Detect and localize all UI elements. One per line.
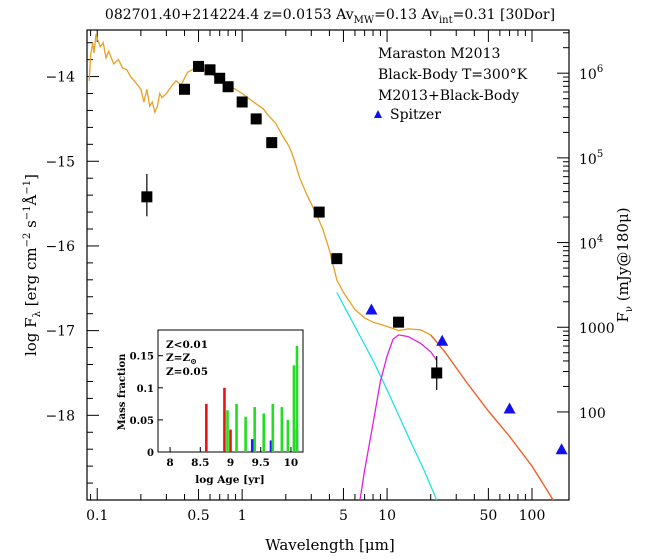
y-axis-label: log Fλ [erg cm−2 s−1Å−1] <box>22 174 43 356</box>
spitzer-point <box>555 443 568 455</box>
x-tick-label: 0.1 <box>86 508 108 524</box>
y2-tick-label: 1000 <box>579 321 615 337</box>
spitzer-point <box>365 303 378 315</box>
legend-spitzer-triangle-icon <box>374 110 382 118</box>
y2-tick-label: 105 <box>579 149 603 168</box>
y2-tick-label: 104 <box>579 234 603 253</box>
series-line <box>336 292 438 501</box>
inset-ticks: 8 8.5 9 9.5 10 0 0.05 0.1 0.15 <box>130 352 299 469</box>
photometry-point <box>331 253 343 265</box>
x-tick-label: 100 <box>519 508 546 524</box>
inset-y-tick-label: 0.05 <box>130 416 154 427</box>
inset-x-tick-label: 9.5 <box>252 457 270 469</box>
inset-bars <box>205 346 299 452</box>
legend: Maraston M2013 Black-Body T=300°K M2013+… <box>374 46 528 123</box>
main-series <box>88 34 568 501</box>
photometry-point <box>313 206 325 218</box>
spitzer-point <box>436 334 449 346</box>
y2-tick-label: 100 <box>579 406 606 422</box>
inset-x-label: log Age [yr] <box>195 474 264 486</box>
photometry-point <box>193 60 205 72</box>
photometry-point <box>178 83 190 95</box>
inset-histogram: 8 8.5 9 9.5 10 0 0.05 0.1 0.15 log Age [yr] Mass… <box>112 325 308 489</box>
photometry-point <box>236 96 248 108</box>
x-tick-label: 5 <box>339 508 348 524</box>
series-line <box>359 334 438 501</box>
photometry-point <box>222 81 234 93</box>
photometry-point <box>214 72 226 84</box>
y-tick-label: −14 <box>45 70 75 86</box>
inset-x-tick-label: 9 <box>227 457 234 469</box>
y-tick-label: −15 <box>45 154 75 170</box>
x-tick-label: 50 <box>479 508 497 524</box>
legend-label-combined: M2013+Black-Body <box>378 88 519 104</box>
legend-label-blackbody: Black-Body T=300°K <box>378 67 528 83</box>
legend-label-maraston: Maraston M2013 <box>378 46 500 62</box>
y-tick-label: −16 <box>45 239 75 255</box>
inset-x-tick-label: 10 <box>284 457 299 469</box>
photometry-point <box>204 64 216 76</box>
spitzer-point <box>503 402 516 414</box>
inset-y-tick-label: 0.15 <box>130 352 154 363</box>
x-tick-label: 0.5 <box>187 508 209 524</box>
inset-legend-low-z: Z<0.01 <box>166 339 208 351</box>
x-tick-label: 1 <box>238 508 247 524</box>
photometry-point <box>250 113 262 125</box>
inset-legend-high-z: Z=0.05 <box>166 366 208 378</box>
photometry-point <box>266 137 278 149</box>
chart-title: 082701.40+214224.4 z=0.0153 AvMW=0.13 Av… <box>105 7 555 26</box>
y2-tick-label: 106 <box>579 64 603 83</box>
inset-x-tick-label: 8.5 <box>191 457 209 469</box>
x-axis-label: Wavelength [μm] <box>265 536 394 554</box>
legend-label-spitzer: Spitzer <box>390 107 441 123</box>
inset-background <box>112 325 308 489</box>
inset-y-tick-label: 0.1 <box>137 384 154 395</box>
y2-axis-label: Fν (mJy@180μ) <box>614 207 635 322</box>
photometry-point <box>431 367 443 379</box>
inset-x-tick-label: 8 <box>166 457 173 469</box>
inset-legend-solar-z: Z=Z⊙ <box>166 352 197 366</box>
x-tick-label: 10 <box>378 508 396 524</box>
inset-y-tick-label: 0 <box>147 448 154 459</box>
main-ticks: 0.1 0.5 1 5 10 50 100−14−15−16−17−181061051041… <box>45 30 615 524</box>
y-tick-label: −18 <box>45 408 75 424</box>
plot-frame <box>86 29 570 501</box>
inset-legend: Z<0.01 Z=Z⊙ Z=0.05 <box>166 339 208 378</box>
inset-y-label: Mass fraction <box>117 353 128 431</box>
y-tick-label: −17 <box>45 324 75 340</box>
photometry-point <box>141 191 153 203</box>
photometry-point <box>393 316 405 328</box>
series-line <box>430 334 554 501</box>
